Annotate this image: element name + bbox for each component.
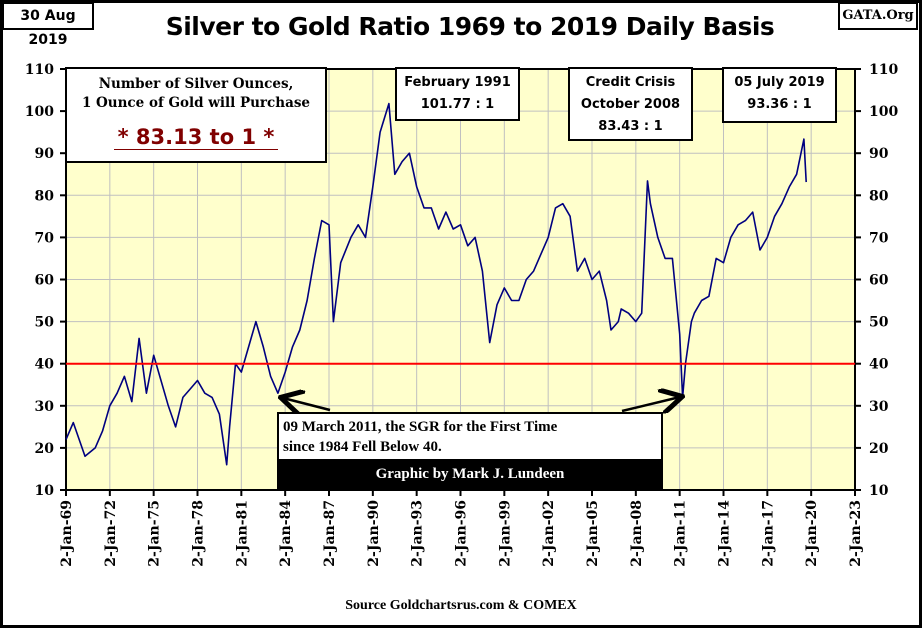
annotation-feb1991: February 1991 101.77 : 1 <box>395 67 520 121</box>
x-tick-label: 2-Jan-81 <box>234 500 250 567</box>
x-tick-label: 2-Jan-02 <box>541 500 557 567</box>
site-label: GATA.Org <box>842 8 914 23</box>
x-tick-label: 2-Jan-96 <box>454 500 470 567</box>
info-line1: Number of Silver Ounces, <box>98 76 294 92</box>
y-tick-label: 80 <box>35 188 55 204</box>
x-tick-label: 2-Jan-99 <box>497 500 513 567</box>
annotation-text: 05 July 2019 <box>734 75 825 90</box>
annotation-text: October 2008 <box>580 97 681 112</box>
x-tick-label: 2-Jan-93 <box>410 500 426 567</box>
current-ratio-value: * 83.13 to 1 * <box>113 125 279 150</box>
y-tick-label: 90 <box>35 146 55 162</box>
annotation-text: February 1991 <box>404 75 511 90</box>
annotation-text: since 1984 Fell Below 40. <box>283 439 442 455</box>
x-tick-label: 2-Jan-75 <box>147 500 163 567</box>
info-box: Number of Silver Ounces, 1 Ounce of Gold… <box>65 67 327 163</box>
graphic-credit: Graphic by Mark J. Lundeen <box>279 459 661 489</box>
x-tick-label: 2-Jan-17 <box>760 500 776 567</box>
ratio-series-line <box>65 102 807 466</box>
x-tick-label: 2-Jan-84 <box>278 500 294 567</box>
info-line2: 1 Ounce of Gold will Purchase <box>81 95 311 111</box>
x-tick-label: 2-Jan-14 <box>717 500 733 567</box>
y-tick-label-right: 20 <box>869 441 889 457</box>
annotation-text: 83.43 : 1 <box>598 119 663 134</box>
source-label: Source Goldchartsrus.com & COMEX <box>345 598 577 613</box>
annotation-text: 101.77 : 1 <box>420 97 495 112</box>
y-tick-label: 60 <box>35 273 55 289</box>
x-tick-label: 2-Jan-20 <box>804 500 820 567</box>
x-tick-label: 2-Jan-08 <box>629 500 645 567</box>
y-tick-label-right: 40 <box>869 357 889 373</box>
y-tick-label: 70 <box>35 230 55 246</box>
y-tick-label: 110 <box>25 62 54 78</box>
date-label: 30 Aug 2019 <box>20 8 76 48</box>
arrow-1984 <box>283 398 331 410</box>
chart-title: Silver to Gold Ratio 1969 to 2019 Daily … <box>165 12 775 41</box>
site-label-box: GATA.Org <box>838 2 918 30</box>
date-label-box: 30 Aug 2019 <box>2 2 94 48</box>
y-tick-label-right: 80 <box>869 188 889 204</box>
x-tick-label: 2-Jan-90 <box>366 500 382 567</box>
x-tick-label: 2-Jan-72 <box>103 500 119 567</box>
y-tick-label-right: 110 <box>869 62 898 78</box>
y-tick-label-right: 50 <box>869 315 889 331</box>
annotation-text: Credit Crisis <box>585 75 676 90</box>
arrow-2011 <box>621 397 680 411</box>
annotation-july2019: 05 July 2019 93.36 : 1 <box>722 67 837 123</box>
y-tick-label: 20 <box>35 441 55 457</box>
y-tick-label-right: 30 <box>869 399 889 415</box>
x-tick-label: 2-Jan-11 <box>673 500 689 567</box>
annotation-march2011: 09 March 2011, the SGR for the First Tim… <box>277 412 663 491</box>
y-tick-label-right: 60 <box>869 273 889 289</box>
annotation-text: 09 March 2011, the SGR for the First Tim… <box>283 419 558 435</box>
x-tick-label: 2-Jan-78 <box>191 500 207 567</box>
y-tick-label: 100 <box>25 104 54 120</box>
y-tick-label: 40 <box>35 357 55 373</box>
x-tick-label: 2-Jan-69 <box>59 500 75 567</box>
x-tick-label: 2-Jan-05 <box>585 500 601 567</box>
y-tick-label: 30 <box>35 399 55 415</box>
y-tick-label: 50 <box>35 315 55 331</box>
y-tick-label-right: 10 <box>869 483 889 499</box>
annotation-text: 93.36 : 1 <box>747 97 812 112</box>
y-tick-label-right: 70 <box>869 230 889 246</box>
annotation-credit-crisis: Credit Crisis October 2008 83.43 : 1 <box>568 67 693 141</box>
x-tick-label: 2-Jan-23 <box>848 500 864 567</box>
x-tick-label: 2-Jan-87 <box>322 500 338 567</box>
y-tick-label-right: 100 <box>869 104 898 120</box>
y-tick-label: 10 <box>35 483 55 499</box>
y-tick-label-right: 90 <box>869 146 889 162</box>
